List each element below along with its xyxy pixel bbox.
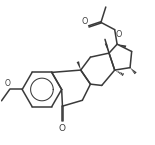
Text: O: O <box>115 30 121 39</box>
Text: O: O <box>82 17 88 26</box>
Polygon shape <box>117 44 126 48</box>
Text: O: O <box>4 79 10 88</box>
Polygon shape <box>105 43 109 53</box>
Polygon shape <box>77 61 81 70</box>
Text: O: O <box>59 124 66 133</box>
